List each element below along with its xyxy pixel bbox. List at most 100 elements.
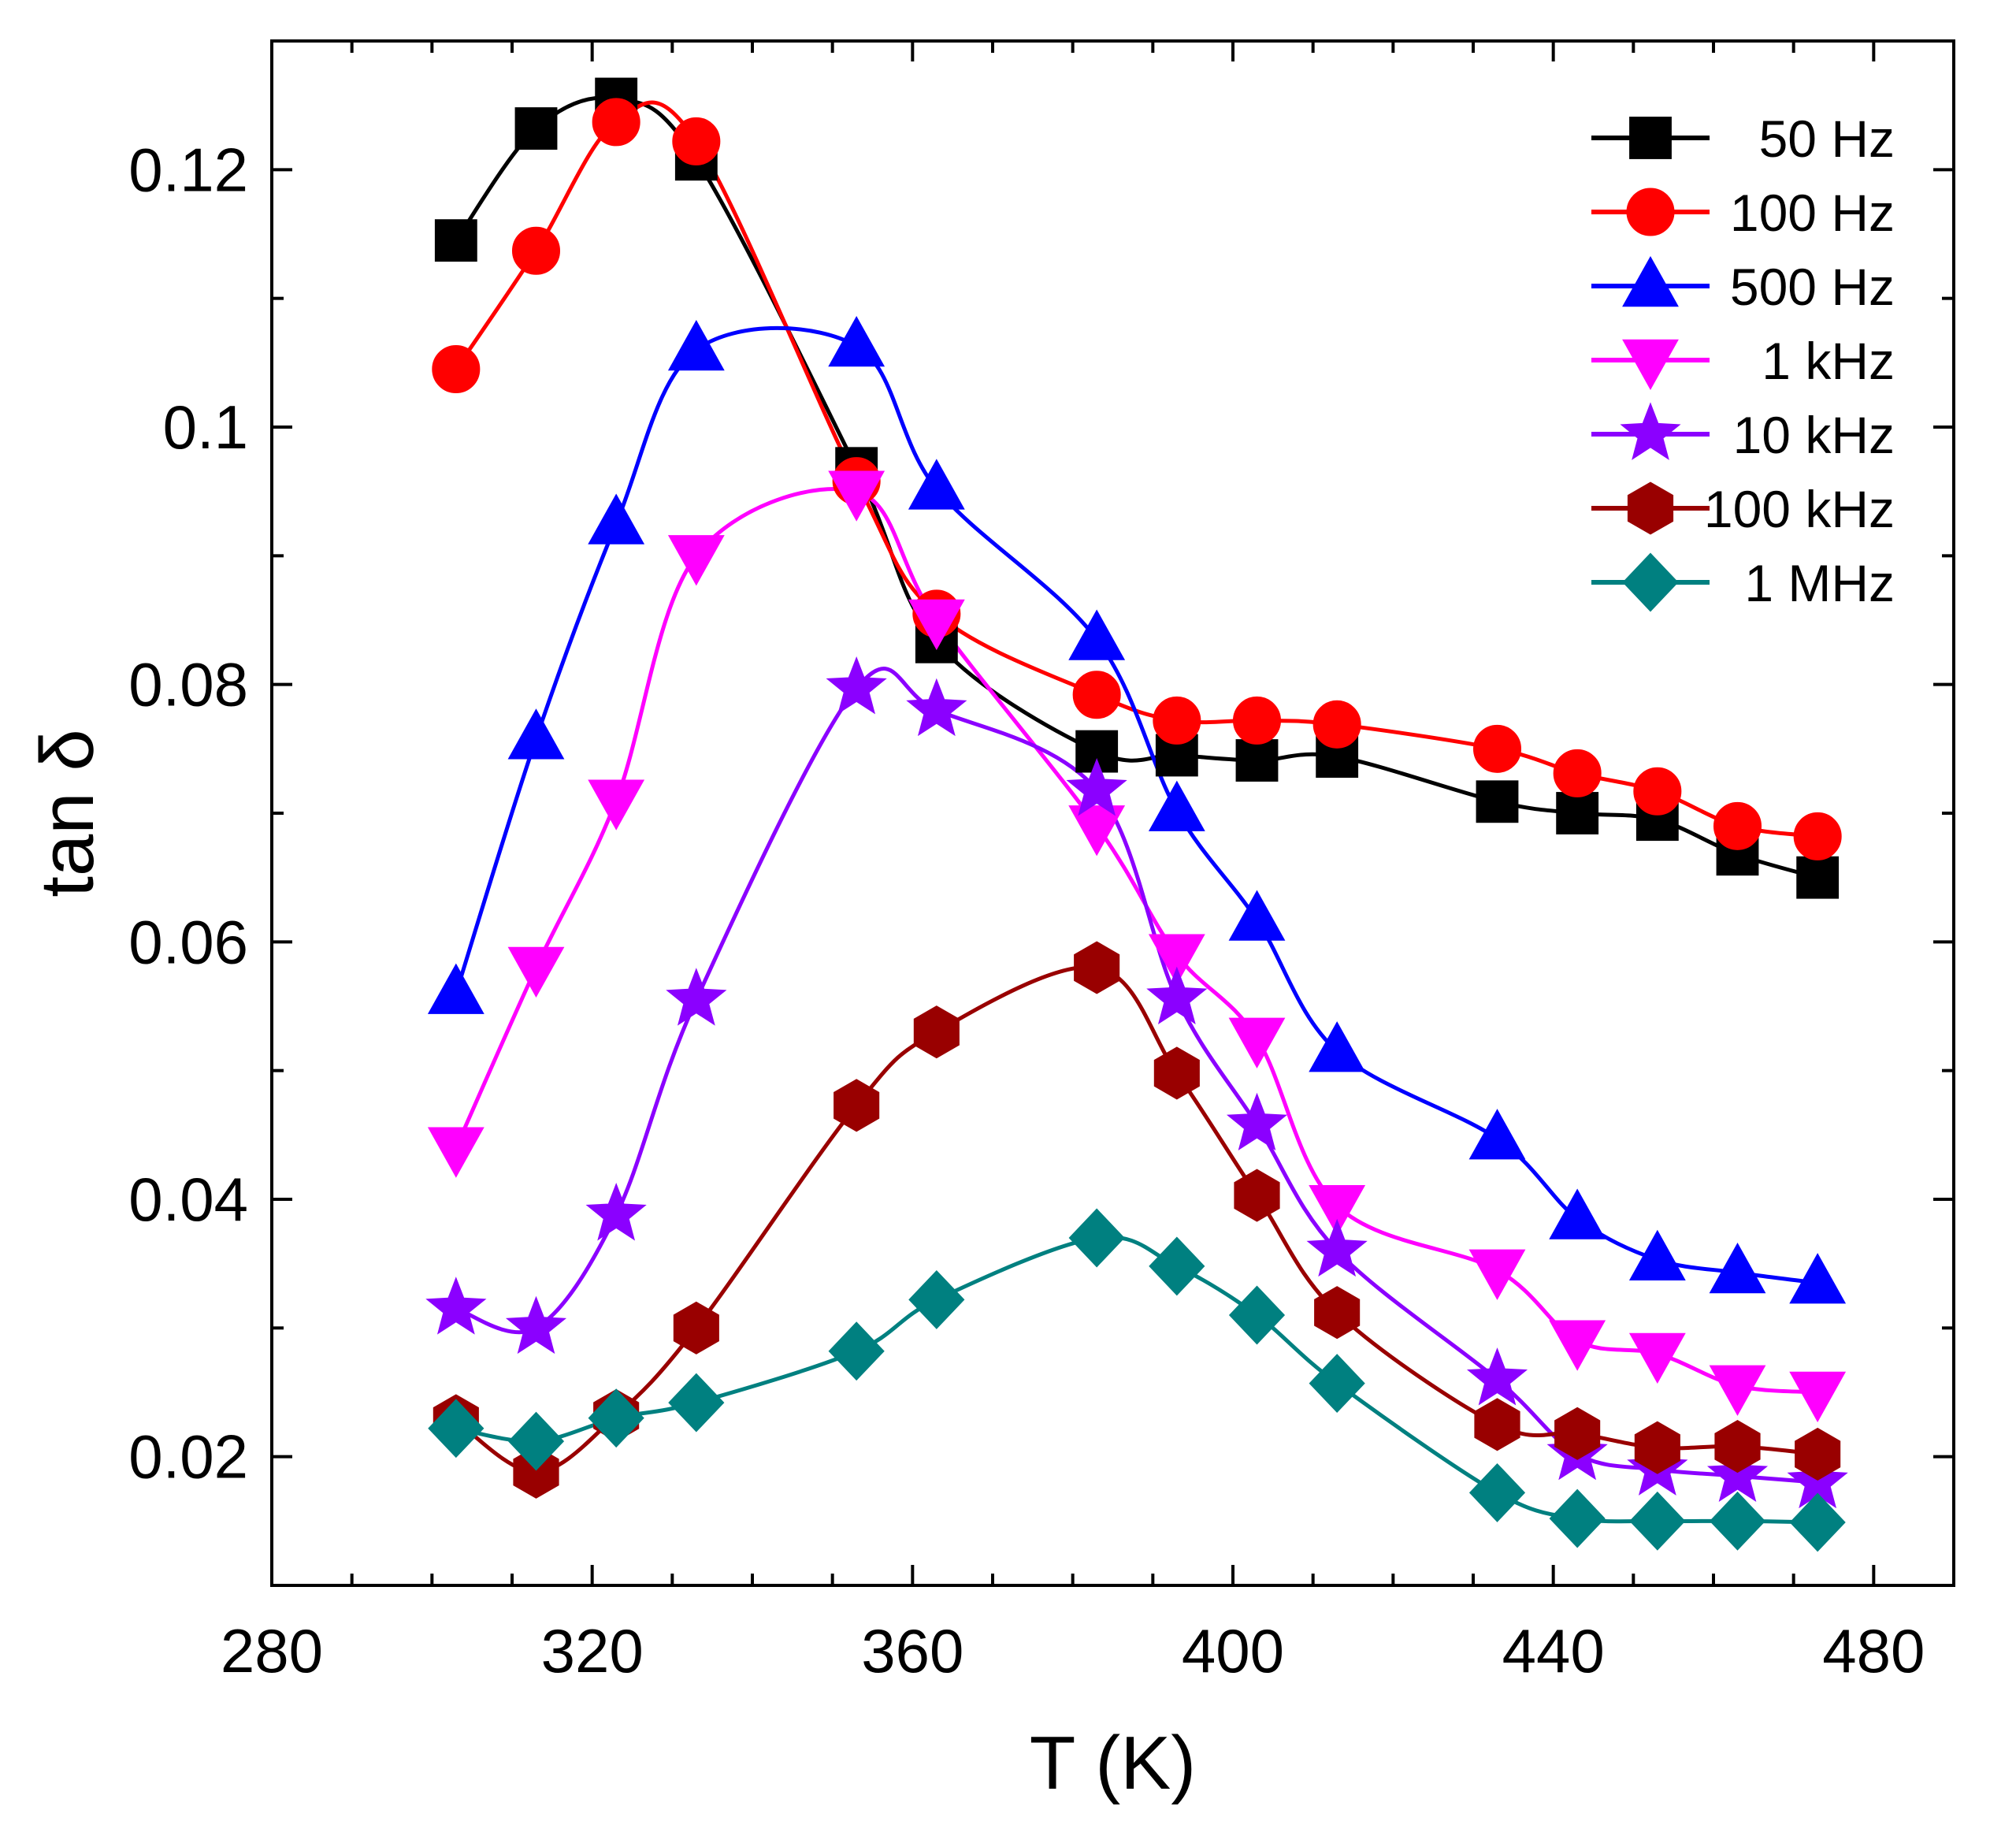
data-point-series-2 bbox=[1468, 1109, 1526, 1160]
data-point-series-6 bbox=[507, 1411, 565, 1471]
data-point-series-5 bbox=[1634, 1421, 1680, 1474]
data-point-series-0 bbox=[1476, 780, 1519, 823]
legend-marker bbox=[1622, 255, 1679, 307]
data-point-series-3 bbox=[828, 470, 885, 522]
data-point-series-1 bbox=[592, 98, 640, 147]
x-tick-label: 440 bbox=[1502, 1616, 1605, 1685]
data-point-series-2 bbox=[1789, 1253, 1847, 1304]
data-point-series-1 bbox=[1232, 696, 1282, 745]
data-point-series-1 bbox=[1793, 812, 1842, 860]
data-point-series-1 bbox=[1312, 700, 1361, 749]
data-point-series-5 bbox=[1554, 1407, 1601, 1460]
data-point-series-2 bbox=[1309, 1021, 1366, 1072]
data-point-series-6 bbox=[1549, 1488, 1606, 1548]
x-tick-label: 400 bbox=[1182, 1616, 1284, 1685]
y-tick-label: 0.04 bbox=[128, 1165, 248, 1234]
data-point-series-5 bbox=[1474, 1398, 1520, 1451]
data-point-series-6 bbox=[428, 1399, 485, 1459]
series-line-4 bbox=[455, 667, 1818, 1485]
data-point-series-4 bbox=[1226, 1092, 1288, 1151]
legend-label: 10 kHz bbox=[1733, 406, 1895, 464]
data-point-series-3 bbox=[588, 779, 645, 831]
data-point-series-2 bbox=[667, 319, 725, 371]
data-point-series-3 bbox=[507, 946, 565, 998]
x-axis-title: T (K) bbox=[1030, 1721, 1197, 1805]
data-point-series-5 bbox=[913, 1005, 960, 1059]
legend-label: 100 Hz bbox=[1730, 184, 1895, 242]
data-point-series-3 bbox=[1709, 1365, 1766, 1416]
data-point-series-6 bbox=[828, 1321, 885, 1381]
data-point-series-4 bbox=[666, 968, 727, 1026]
y-tick-label: 0.02 bbox=[128, 1422, 248, 1492]
y-tick-label: 0.08 bbox=[128, 650, 248, 719]
x-tick-label: 280 bbox=[221, 1616, 323, 1685]
data-point-series-6 bbox=[1789, 1492, 1846, 1552]
data-point-series-5 bbox=[1714, 1420, 1761, 1474]
data-point-series-3 bbox=[427, 1127, 485, 1178]
data-point-series-2 bbox=[828, 316, 885, 367]
data-point-series-4 bbox=[826, 656, 887, 715]
data-point-series-2 bbox=[908, 459, 965, 510]
data-point-series-3 bbox=[1068, 805, 1126, 857]
data-point-series-4 bbox=[1066, 758, 1127, 816]
y-axis: 0.02 0.04 0.06 0.08 0.1 0.12 bbox=[128, 39, 1954, 1587]
data-point-series-2 bbox=[507, 708, 565, 760]
legend-marker bbox=[1622, 339, 1679, 391]
data-point-series-5 bbox=[1795, 1427, 1841, 1481]
legend-label: 50 Hz bbox=[1759, 110, 1895, 168]
data-point-series-4 bbox=[585, 1183, 647, 1241]
series-line-2 bbox=[454, 325, 1818, 1285]
data-point-series-6 bbox=[1228, 1285, 1286, 1345]
data-point-series-4 bbox=[1306, 1218, 1368, 1277]
data-point-series-4 bbox=[425, 1277, 487, 1335]
data-point-series-2 bbox=[1148, 780, 1205, 831]
data-point-series-4 bbox=[906, 678, 967, 737]
data-point-series-2 bbox=[1228, 890, 1286, 941]
legend-label: 1 kHz bbox=[1762, 332, 1895, 390]
y-tick-label: 0.12 bbox=[128, 135, 248, 204]
data-point-series-6 bbox=[908, 1269, 965, 1329]
data-point-series-6 bbox=[668, 1373, 725, 1433]
data-point-series-3 bbox=[1789, 1371, 1847, 1423]
series-markers bbox=[425, 77, 1848, 1552]
data-point-series-0 bbox=[514, 107, 558, 150]
series-line-6 bbox=[455, 1235, 1818, 1525]
legend-marker bbox=[1627, 481, 1674, 535]
data-point-series-1 bbox=[672, 117, 721, 165]
data-point-series-5 bbox=[673, 1301, 719, 1355]
data-point-series-4 bbox=[1706, 1444, 1769, 1502]
data-point-series-0 bbox=[1796, 856, 1840, 899]
data-point-series-4 bbox=[505, 1295, 567, 1355]
data-point-series-2 bbox=[1068, 609, 1126, 660]
legend-marker bbox=[1626, 188, 1675, 236]
data-point-series-6 bbox=[1149, 1236, 1205, 1296]
data-point-series-4 bbox=[1146, 966, 1208, 1025]
data-point-series-6 bbox=[1468, 1462, 1526, 1522]
x-axis: 280 320 360 400 440 480 bbox=[221, 41, 1955, 1685]
data-point-series-3 bbox=[1628, 1332, 1686, 1384]
legend-marker bbox=[1622, 552, 1679, 612]
data-point-series-2 bbox=[427, 963, 485, 1014]
data-point-series-6 bbox=[1309, 1354, 1365, 1414]
data-point-series-2 bbox=[588, 493, 645, 544]
data-point-series-5 bbox=[1314, 1286, 1361, 1340]
data-point-series-6 bbox=[1709, 1491, 1766, 1551]
data-point-series-5 bbox=[1153, 1046, 1200, 1100]
data-point-series-5 bbox=[1234, 1169, 1280, 1222]
series-line-5 bbox=[455, 964, 1818, 1474]
data-point-series-1 bbox=[1472, 724, 1522, 773]
legend-marker bbox=[1620, 402, 1681, 460]
series-line-3 bbox=[454, 487, 1818, 1395]
data-point-series-0 bbox=[1235, 739, 1279, 782]
data-point-series-1 bbox=[1713, 801, 1762, 850]
data-point-series-5 bbox=[834, 1079, 880, 1132]
data-point-series-3 bbox=[1228, 1017, 1286, 1068]
data-point-series-0 bbox=[1556, 792, 1599, 834]
data-point-series-1 bbox=[1633, 767, 1682, 816]
data-point-series-3 bbox=[908, 599, 965, 651]
data-point-series-2 bbox=[1709, 1243, 1766, 1294]
data-point-series-2 bbox=[1628, 1229, 1686, 1280]
y-tick-label: 0.06 bbox=[128, 907, 248, 976]
x-tick-label: 360 bbox=[861, 1616, 963, 1685]
